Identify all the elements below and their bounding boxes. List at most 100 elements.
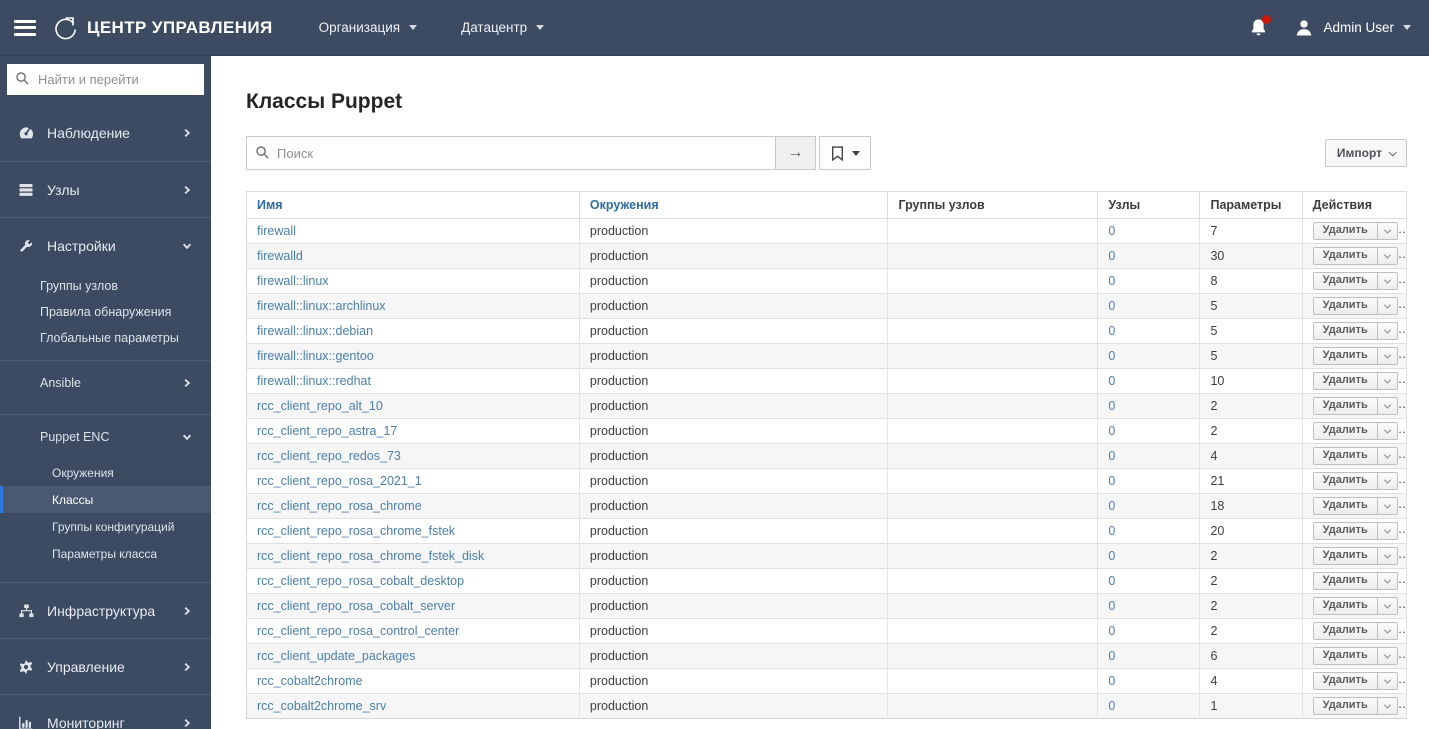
class-name-link[interactable]: rcc_client_repo_astra_17 <box>257 424 398 438</box>
class-name-link[interactable]: rcc_client_repo_rosa_chrome <box>257 499 422 513</box>
class-name-link[interactable]: rcc_client_repo_rosa_control_center <box>257 624 460 638</box>
delete-dropdown-toggle[interactable] <box>1377 272 1398 290</box>
hosts-count-link[interactable]: 0 <box>1108 449 1116 463</box>
sidebar-item-host-groups[interactable]: Группы узлов <box>0 273 211 299</box>
delete-button[interactable]: Удалить <box>1312 422 1378 440</box>
hamburger-menu-icon[interactable] <box>14 19 36 36</box>
delete-button[interactable]: Удалить <box>1312 322 1378 340</box>
sidebar-item-observation[interactable]: Наблюдение <box>0 105 211 161</box>
hosts-count-link[interactable]: 0 <box>1108 324 1116 338</box>
delete-button[interactable]: Удалить <box>1312 247 1378 265</box>
notifications-button[interactable] <box>1249 15 1272 37</box>
class-name-link[interactable]: rcc_client_repo_redos_73 <box>257 449 401 463</box>
delete-dropdown-toggle[interactable] <box>1377 447 1398 465</box>
hosts-count-link[interactable]: 0 <box>1108 274 1116 288</box>
delete-button[interactable]: Удалить <box>1312 572 1378 590</box>
delete-button[interactable]: Удалить <box>1312 447 1378 465</box>
class-name-link[interactable]: rcc_cobalt2chrome <box>257 674 363 688</box>
delete-dropdown-toggle[interactable] <box>1377 572 1398 590</box>
class-name-link[interactable]: rcc_cobalt2chrome_srv <box>257 699 387 713</box>
hosts-count-link[interactable]: 0 <box>1108 549 1116 563</box>
sidebar-item-hosts[interactable]: Узлы <box>0 161 211 217</box>
delete-dropdown-toggle[interactable] <box>1377 522 1398 540</box>
delete-dropdown-toggle[interactable] <box>1377 697 1398 715</box>
column-header[interactable]: Окружения <box>578 191 889 219</box>
hosts-count-link[interactable]: 0 <box>1108 699 1116 713</box>
hosts-count-link[interactable]: 0 <box>1108 349 1116 363</box>
class-name-link[interactable]: firewall::linux::debian <box>257 324 374 338</box>
class-name-link[interactable]: rcc_client_repo_rosa_2021_1 <box>257 474 422 488</box>
delete-button[interactable]: Удалить <box>1312 272 1378 290</box>
sidebar-item-class-parameters[interactable]: Параметры класса <box>0 540 211 567</box>
class-name-link[interactable]: rcc_client_repo_rosa_cobalt_desktop <box>257 574 465 588</box>
class-name-link[interactable]: firewall::linux::gentoo <box>257 349 374 363</box>
sidebar-item-settings[interactable]: Настройки <box>0 217 211 273</box>
class-name-link[interactable]: firewall::linux::redhat <box>257 374 371 388</box>
class-name-link[interactable]: rcc_client_repo_rosa_chrome_fstek <box>257 524 456 538</box>
sidebar-item-puppet-enc[interactable]: Puppet ENC <box>0 414 211 459</box>
hosts-count-link[interactable]: 0 <box>1108 224 1116 238</box>
delete-button[interactable]: Удалить <box>1312 497 1378 515</box>
delete-dropdown-toggle[interactable] <box>1377 397 1398 415</box>
hosts-count-link[interactable]: 0 <box>1108 299 1116 313</box>
class-name-link[interactable]: firewall::linux::archlinux <box>257 299 386 313</box>
search-submit-button[interactable]: → <box>776 136 816 170</box>
delete-button[interactable]: Удалить <box>1312 522 1378 540</box>
sidebar-item-classes[interactable]: Классы <box>0 486 211 513</box>
column-header[interactable]: Имя <box>246 191 580 219</box>
datacenter-dropdown[interactable]: Датацентр <box>461 20 545 35</box>
delete-button[interactable]: Удалить <box>1312 697 1378 715</box>
class-name-link[interactable]: rcc_client_update_packages <box>257 649 416 663</box>
class-name-link[interactable]: rcc_client_repo_rosa_chrome_fstek_disk <box>257 549 485 563</box>
hosts-count-link[interactable]: 0 <box>1108 649 1116 663</box>
delete-dropdown-toggle[interactable] <box>1377 422 1398 440</box>
table-search-input[interactable] <box>246 136 776 170</box>
delete-dropdown-toggle[interactable] <box>1377 472 1398 490</box>
class-name-link[interactable]: firewalld <box>257 249 303 263</box>
delete-dropdown-toggle[interactable] <box>1377 497 1398 515</box>
sidebar-search-input[interactable] <box>7 64 204 95</box>
hosts-count-link[interactable]: 0 <box>1108 499 1116 513</box>
hosts-count-link[interactable]: 0 <box>1108 574 1116 588</box>
delete-dropdown-toggle[interactable] <box>1377 322 1398 340</box>
sidebar-item-discovery-rules[interactable]: Правила обнаружения <box>0 299 211 325</box>
hosts-count-link[interactable]: 0 <box>1108 524 1116 538</box>
hosts-count-link[interactable]: 0 <box>1108 474 1116 488</box>
delete-button[interactable]: Удалить <box>1312 647 1378 665</box>
user-menu[interactable]: Admin User <box>1294 18 1411 38</box>
delete-dropdown-toggle[interactable] <box>1377 222 1398 240</box>
delete-button[interactable]: Удалить <box>1312 672 1378 690</box>
delete-dropdown-toggle[interactable] <box>1377 372 1398 390</box>
delete-button[interactable]: Удалить <box>1312 547 1378 565</box>
delete-button[interactable]: Удалить <box>1312 372 1378 390</box>
hosts-count-link[interactable]: 0 <box>1108 674 1116 688</box>
delete-button[interactable]: Удалить <box>1312 397 1378 415</box>
class-name-link[interactable]: rcc_client_repo_rosa_cobalt_server <box>257 599 456 613</box>
delete-dropdown-toggle[interactable] <box>1377 597 1398 615</box>
hosts-count-link[interactable]: 0 <box>1108 249 1116 263</box>
delete-button[interactable]: Удалить <box>1312 297 1378 315</box>
class-name-link[interactable]: firewall <box>257 224 296 238</box>
hosts-count-link[interactable]: 0 <box>1108 624 1116 638</box>
delete-button[interactable]: Удалить <box>1312 222 1378 240</box>
class-name-link[interactable]: rcc_client_repo_alt_10 <box>257 399 383 413</box>
delete-dropdown-toggle[interactable] <box>1377 672 1398 690</box>
delete-dropdown-toggle[interactable] <box>1377 622 1398 640</box>
sidebar-item-config-groups[interactable]: Группы конфигураций <box>0 513 211 540</box>
delete-button[interactable]: Удалить <box>1312 347 1378 365</box>
bookmark-dropdown-button[interactable] <box>819 136 871 170</box>
delete-dropdown-toggle[interactable] <box>1377 347 1398 365</box>
class-name-link[interactable]: firewall::linux <box>257 274 329 288</box>
sidebar-item-monitoring[interactable]: Мониторинг <box>0 694 211 729</box>
delete-button[interactable]: Удалить <box>1312 597 1378 615</box>
organization-dropdown[interactable]: Организация <box>319 20 418 35</box>
hosts-count-link[interactable]: 0 <box>1108 599 1116 613</box>
hosts-count-link[interactable]: 0 <box>1108 399 1116 413</box>
sidebar-item-environments[interactable]: Окружения <box>0 459 211 486</box>
hosts-count-link[interactable]: 0 <box>1108 374 1116 388</box>
delete-dropdown-toggle[interactable] <box>1377 297 1398 315</box>
sidebar-item-global-parameters[interactable]: Глобальные параметры <box>0 325 211 351</box>
sidebar-item-infrastructure[interactable]: Инфраструктура <box>0 582 211 638</box>
sidebar-item-management[interactable]: Управление <box>0 638 211 694</box>
delete-button[interactable]: Удалить <box>1312 622 1378 640</box>
